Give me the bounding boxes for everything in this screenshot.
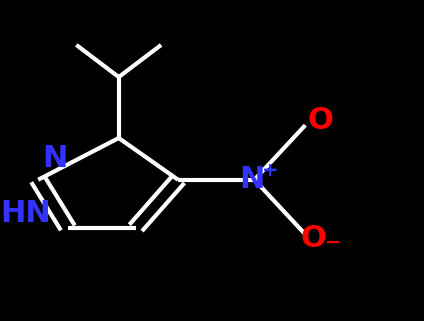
Text: HN: HN bbox=[0, 199, 51, 228]
Text: O: O bbox=[307, 106, 333, 135]
Text: N: N bbox=[239, 165, 265, 194]
Text: N: N bbox=[42, 144, 68, 173]
Text: +: + bbox=[262, 161, 279, 180]
Text: O: O bbox=[301, 224, 327, 253]
Text: −: − bbox=[325, 233, 341, 252]
